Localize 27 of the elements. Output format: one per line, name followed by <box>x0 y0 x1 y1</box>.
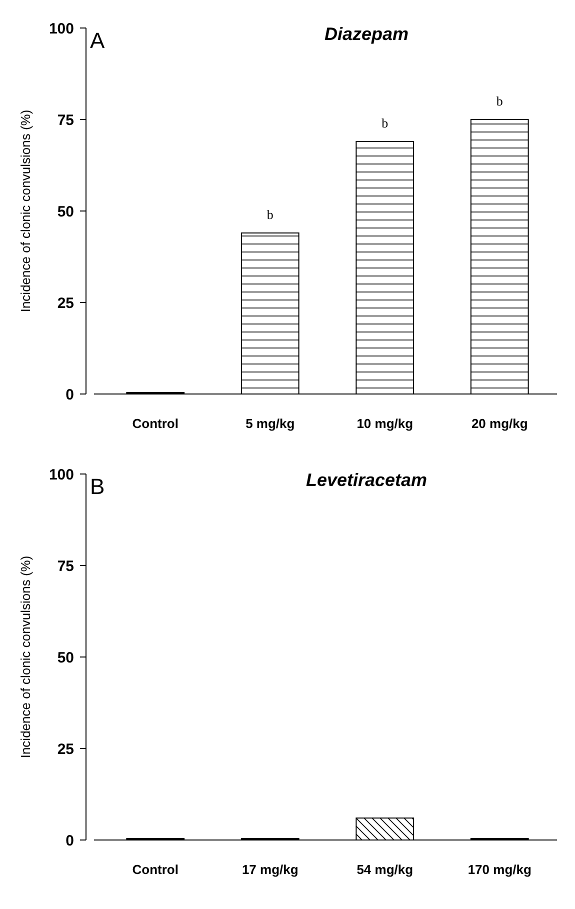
y-tick-label: 50 <box>57 649 74 666</box>
x-tick-label: 10 mg/kg <box>356 416 414 431</box>
y-tick-label: 75 <box>57 558 74 575</box>
y-tick-label: 0 <box>66 386 74 404</box>
y-axis-title: Incidence of clonic convulsions (%) <box>18 556 33 758</box>
x-tick-label: Control <box>132 862 178 877</box>
y-tick-label: 25 <box>57 294 74 312</box>
chart-title: Levetiracetam <box>306 470 428 490</box>
annotation: b <box>382 115 388 130</box>
y-tick-label: 100 <box>48 20 74 38</box>
x-tick-label: Control <box>132 416 178 431</box>
y-tick-label: 0 <box>66 832 74 850</box>
y-tick-label: 50 <box>57 203 74 220</box>
y-tick-label: 100 <box>48 466 74 484</box>
x-tick-label: 5 mg/kg <box>246 416 295 431</box>
annotation: B <box>90 474 105 499</box>
y-axis-title: Incidence of clonic convulsions (%) <box>18 110 33 312</box>
chart-title: Diazepam <box>324 24 409 44</box>
y-tick-label: 75 <box>57 112 74 129</box>
x-tick-label: 20 mg/kg <box>471 416 528 431</box>
annotation: A <box>90 28 105 53</box>
x-tick-label: 170 mg/kg <box>468 862 532 877</box>
x-tick-label: 54 mg/kg <box>356 862 414 877</box>
x-tick-label: 17 mg/kg <box>242 862 298 877</box>
annotation: b <box>266 206 274 222</box>
y-tick-label: 25 <box>57 740 74 758</box>
annotation: b <box>496 94 503 108</box>
